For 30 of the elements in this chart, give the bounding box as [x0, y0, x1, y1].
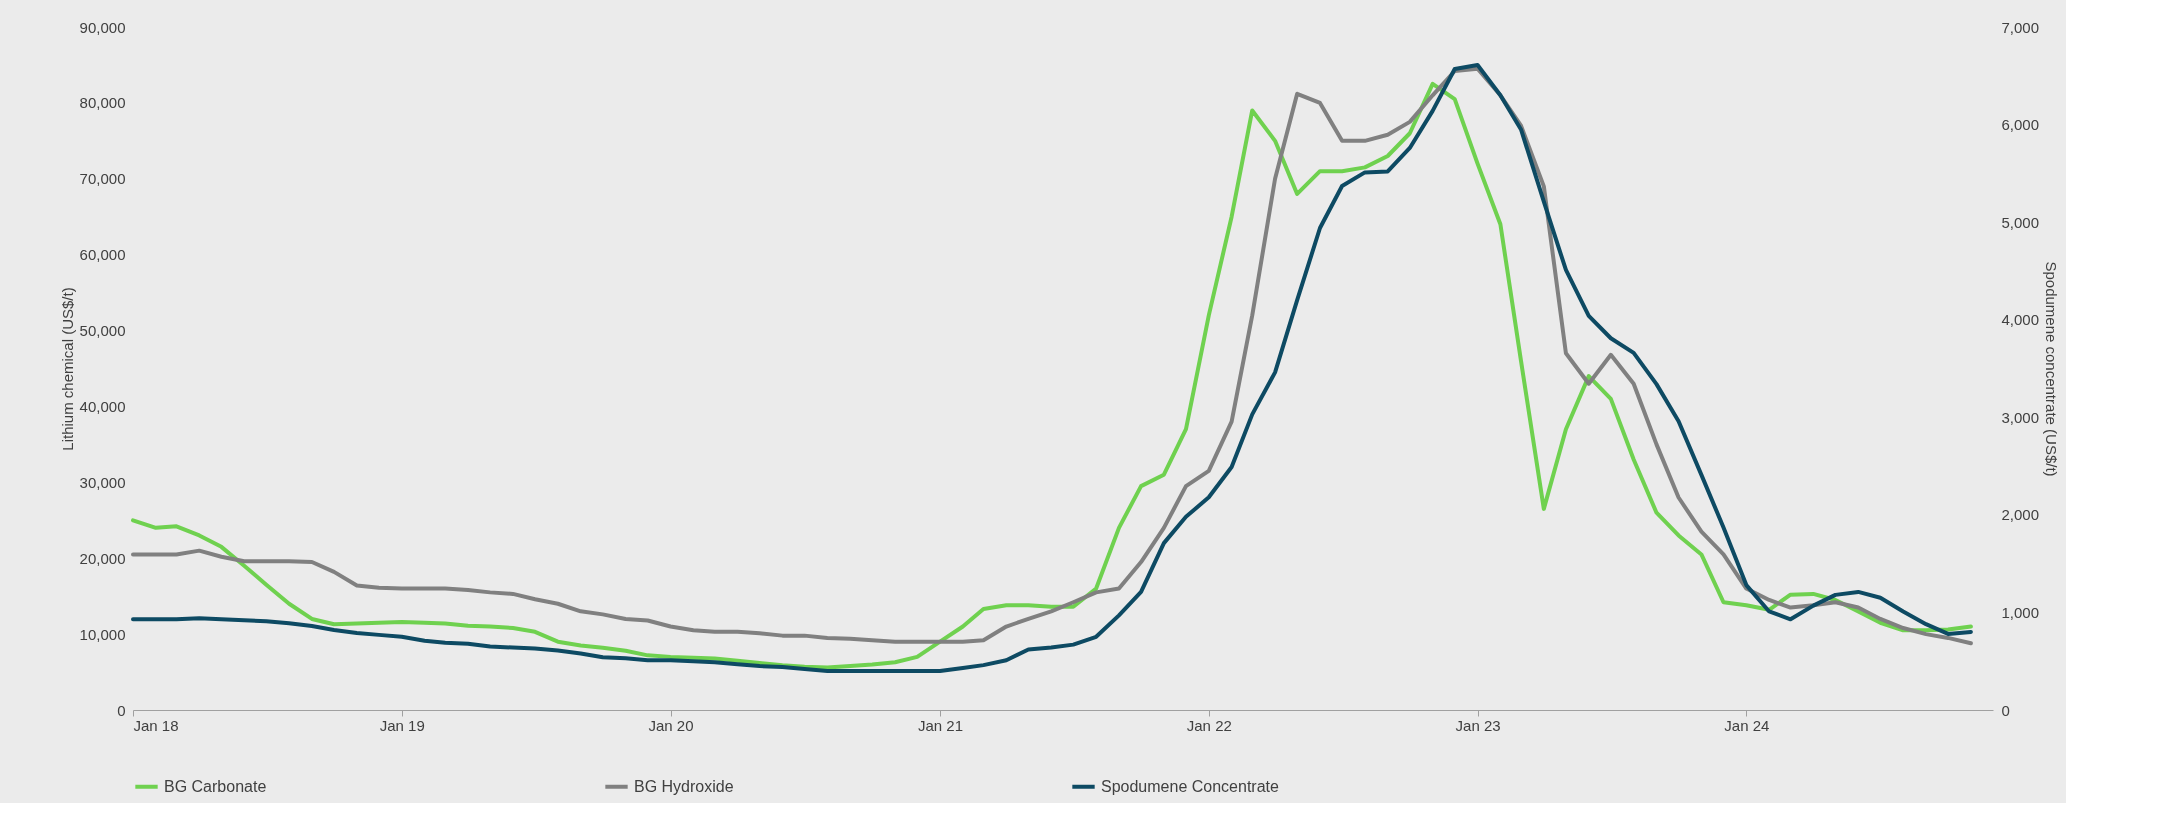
legend-label: BG Hydroxide — [634, 777, 734, 795]
legend-label: Spodumene Concentrate — [1101, 777, 1279, 795]
y-tick-label: 20,000 — [79, 549, 126, 567]
y2-tick-label: 6,000 — [2001, 116, 2040, 134]
y-axis-title: Lithium chemical (US$/t) — [58, 287, 76, 451]
y-tick-label: 50,000 — [79, 322, 126, 340]
y2-tick-label: 2,000 — [2001, 506, 2040, 524]
y-tick-label: 0 — [117, 701, 126, 719]
y2-tick-label: 4,000 — [2001, 311, 2040, 329]
y2-tick-label: 0 — [2001, 701, 2010, 719]
y-tick-label: 90,000 — [79, 18, 126, 36]
y2-tick-label: 5,000 — [2001, 213, 2040, 231]
x-tick-label: Jan 20 — [648, 716, 694, 734]
y2-tick-label: 1,000 — [2001, 603, 2040, 621]
y-tick-label: 70,000 — [79, 170, 126, 188]
y-tick-label: 40,000 — [79, 397, 126, 415]
y-tick-label: 10,000 — [79, 625, 126, 643]
x-tick-label: Jan 21 — [918, 716, 964, 734]
x-tick-label: Jan 19 — [379, 716, 425, 734]
x-tick-label: Jan 18 — [133, 716, 179, 734]
y2-tick-label: 7,000 — [2001, 18, 2040, 36]
y-tick-label: 80,000 — [79, 94, 126, 112]
x-tick-label: Jan 24 — [1724, 716, 1770, 734]
y2-axis-title: Spodumene concentrate (US$/t) — [2043, 261, 2061, 477]
x-tick-label: Jan 22 — [1186, 716, 1232, 734]
y2-tick-label: 3,000 — [2001, 408, 2040, 426]
y-tick-label: 60,000 — [79, 246, 126, 264]
x-tick-label: Jan 23 — [1455, 716, 1501, 734]
legend-label: BG Carbonate — [164, 777, 267, 795]
y-tick-label: 30,000 — [79, 473, 126, 491]
